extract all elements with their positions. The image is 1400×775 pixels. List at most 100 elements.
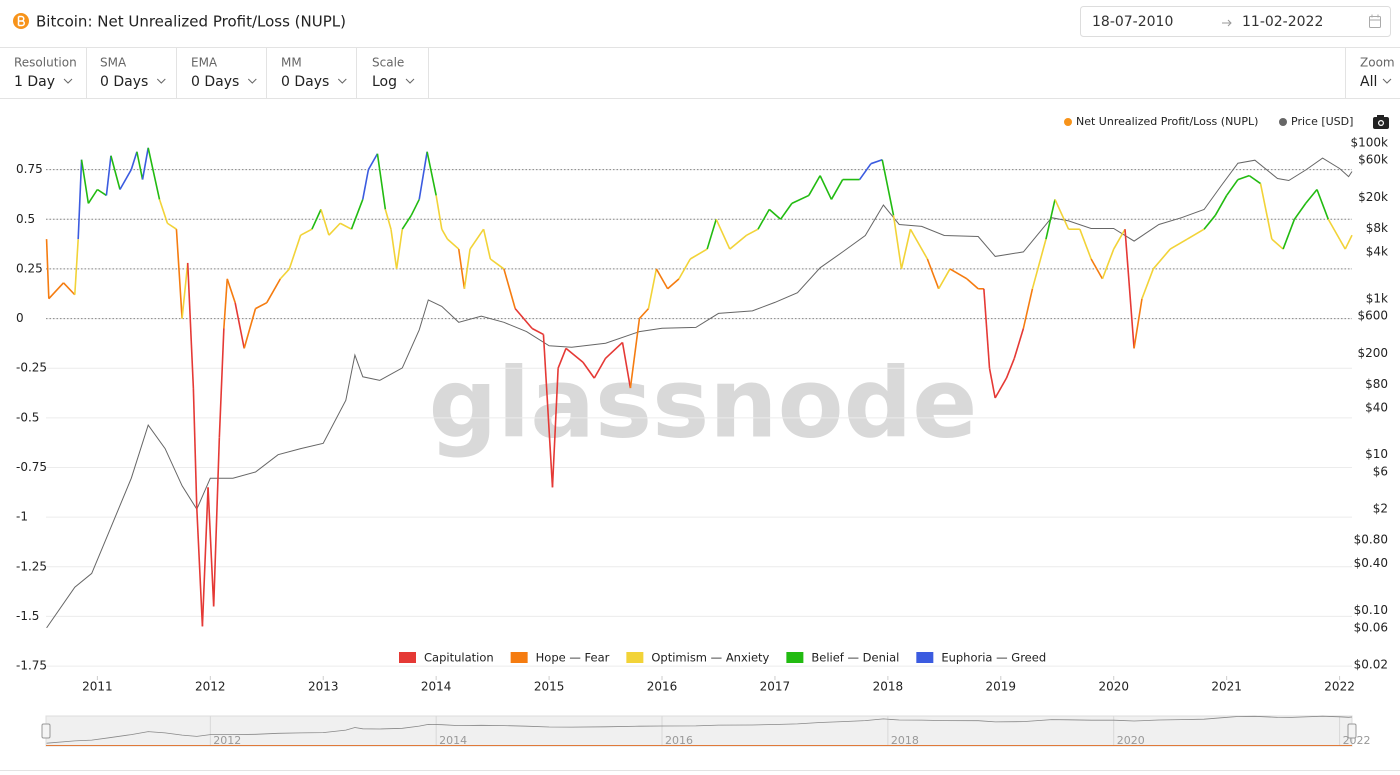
dropdown-chevron xyxy=(247,78,257,84)
page-title: Bitcoin: Net Unrealized Profit/Loss (NUP… xyxy=(36,13,346,31)
nupl-segment xyxy=(582,361,595,379)
zone-legend-marker[interactable] xyxy=(399,652,416,663)
y2-tick-label: $0.80 xyxy=(1354,533,1388,547)
nupl-segment xyxy=(110,155,121,190)
zone-legend-label[interactable]: Optimism — Anxiety xyxy=(651,651,769,665)
screenshot-button[interactable] xyxy=(1373,115,1389,129)
control-value[interactable]: 0 Days xyxy=(100,74,148,90)
nupl-segment xyxy=(441,228,449,240)
navigator-tick-label: 2020 xyxy=(1117,734,1145,747)
y2-tick-label: $0.06 xyxy=(1354,620,1388,634)
nupl-segment xyxy=(223,278,229,329)
navigator-handle[interactable] xyxy=(41,723,51,739)
nupl-segment xyxy=(77,159,83,240)
nupl-segment xyxy=(937,268,951,290)
y-tick-label: -0.5 xyxy=(16,410,39,424)
x-tick-label: 2021 xyxy=(1211,680,1242,694)
control-value[interactable]: 0 Days xyxy=(281,74,329,90)
date-range-picker[interactable] xyxy=(1080,6,1391,37)
nupl-segment xyxy=(892,215,903,270)
zone-legend-label[interactable]: Euphoria — Greed xyxy=(941,651,1046,665)
calendar-icon[interactable] xyxy=(1369,14,1381,28)
nupl-segment xyxy=(181,262,189,319)
nupl-segment xyxy=(266,278,282,304)
control-label: Resolution xyxy=(14,56,77,70)
nupl-segment xyxy=(489,258,505,270)
y2-tick-label: $4k xyxy=(1366,244,1388,258)
legend-label[interactable]: Net Unrealized Profit/Loss (NUPL) xyxy=(1076,115,1258,128)
nupl-segment xyxy=(212,437,221,607)
dropdown-chevron xyxy=(337,78,347,84)
control-value[interactable]: 1 Day xyxy=(14,74,55,90)
nupl-segment xyxy=(819,175,833,200)
nupl-segment xyxy=(830,179,844,200)
nupl-segment xyxy=(1113,228,1126,250)
nupl-segment xyxy=(469,228,485,250)
navigator-handle[interactable] xyxy=(1347,723,1357,739)
nupl-segment xyxy=(593,357,607,379)
y2-tick-label: $600 xyxy=(1357,309,1388,323)
y-tick-label: -0.25 xyxy=(16,361,47,375)
y2-tick-label: $0.10 xyxy=(1354,603,1388,617)
nupl-segment xyxy=(808,175,821,196)
nupl-segment xyxy=(988,368,996,399)
control-value[interactable]: Log xyxy=(372,74,397,90)
nupl-segment xyxy=(1005,357,1016,379)
zone-legend-marker[interactable] xyxy=(786,652,804,663)
nupl-segment xyxy=(1169,238,1188,250)
navigator-price-line xyxy=(46,715,1353,744)
nupl-segment xyxy=(1152,248,1171,270)
nupl-segment xyxy=(706,219,717,250)
nupl-segment xyxy=(1225,179,1239,196)
date-from[interactable]: 18-07-2010 xyxy=(1092,14,1173,30)
nupl-segment xyxy=(45,239,50,299)
x-tick-label: 2017 xyxy=(760,680,791,694)
y-tick-label: 0.75 xyxy=(16,162,43,176)
zone-legend-marker[interactable] xyxy=(916,652,934,663)
nupl-segment xyxy=(300,228,313,236)
nupl-segment xyxy=(1293,202,1307,220)
x-tick-label: 2011 xyxy=(82,680,113,694)
nupl-segment xyxy=(949,268,968,280)
x-tick-label: 2012 xyxy=(195,680,226,694)
legend-label[interactable]: Price [USD] xyxy=(1291,115,1353,128)
nupl-segment xyxy=(881,159,895,216)
nupl-segment xyxy=(667,278,680,290)
nupl-segment xyxy=(1124,229,1135,349)
nupl-segment xyxy=(166,222,177,230)
nupl-segment xyxy=(909,228,929,260)
zone-legend-marker[interactable] xyxy=(510,652,528,663)
navigator-tick-label: 2014 xyxy=(439,734,467,747)
nupl-segment xyxy=(1101,248,1115,280)
nupl-segment xyxy=(1013,328,1025,359)
nupl-segment xyxy=(136,151,144,180)
control-value[interactable]: 0 Days xyxy=(191,74,239,90)
legend-marker[interactable] xyxy=(1279,118,1287,126)
nupl-segment xyxy=(1271,238,1284,250)
dropdown-chevron xyxy=(405,78,415,84)
nupl-segment xyxy=(503,268,516,309)
nupl-segment xyxy=(1214,195,1228,216)
zone-legend-label[interactable]: Belief — Denial xyxy=(811,651,899,665)
zone-legend-marker[interactable] xyxy=(626,652,644,663)
nupl-segment xyxy=(255,301,268,310)
nupl-segment xyxy=(395,229,404,270)
nupl-segment xyxy=(130,151,138,170)
nupl-segment xyxy=(105,155,112,196)
date-to[interactable]: 11-02-2022 xyxy=(1242,14,1323,30)
zone-legend-label[interactable]: Hope — Fear xyxy=(536,651,610,665)
nupl-segment xyxy=(1133,298,1143,349)
nupl-segment xyxy=(983,288,991,369)
nupl-segment xyxy=(207,487,215,607)
zone-legend-label[interactable]: Capitulation xyxy=(424,651,494,665)
control-value[interactable]: All xyxy=(1360,74,1377,90)
nupl-segment xyxy=(62,282,76,296)
legend-marker[interactable] xyxy=(1064,118,1072,126)
dropdown-chevron xyxy=(63,78,73,84)
y2-tick-label: $20k xyxy=(1358,190,1388,204)
nupl-segment xyxy=(1045,199,1056,240)
y-tick-label: 0.25 xyxy=(16,261,43,275)
nupl-segment xyxy=(870,158,883,165)
nupl-segment xyxy=(715,218,731,250)
